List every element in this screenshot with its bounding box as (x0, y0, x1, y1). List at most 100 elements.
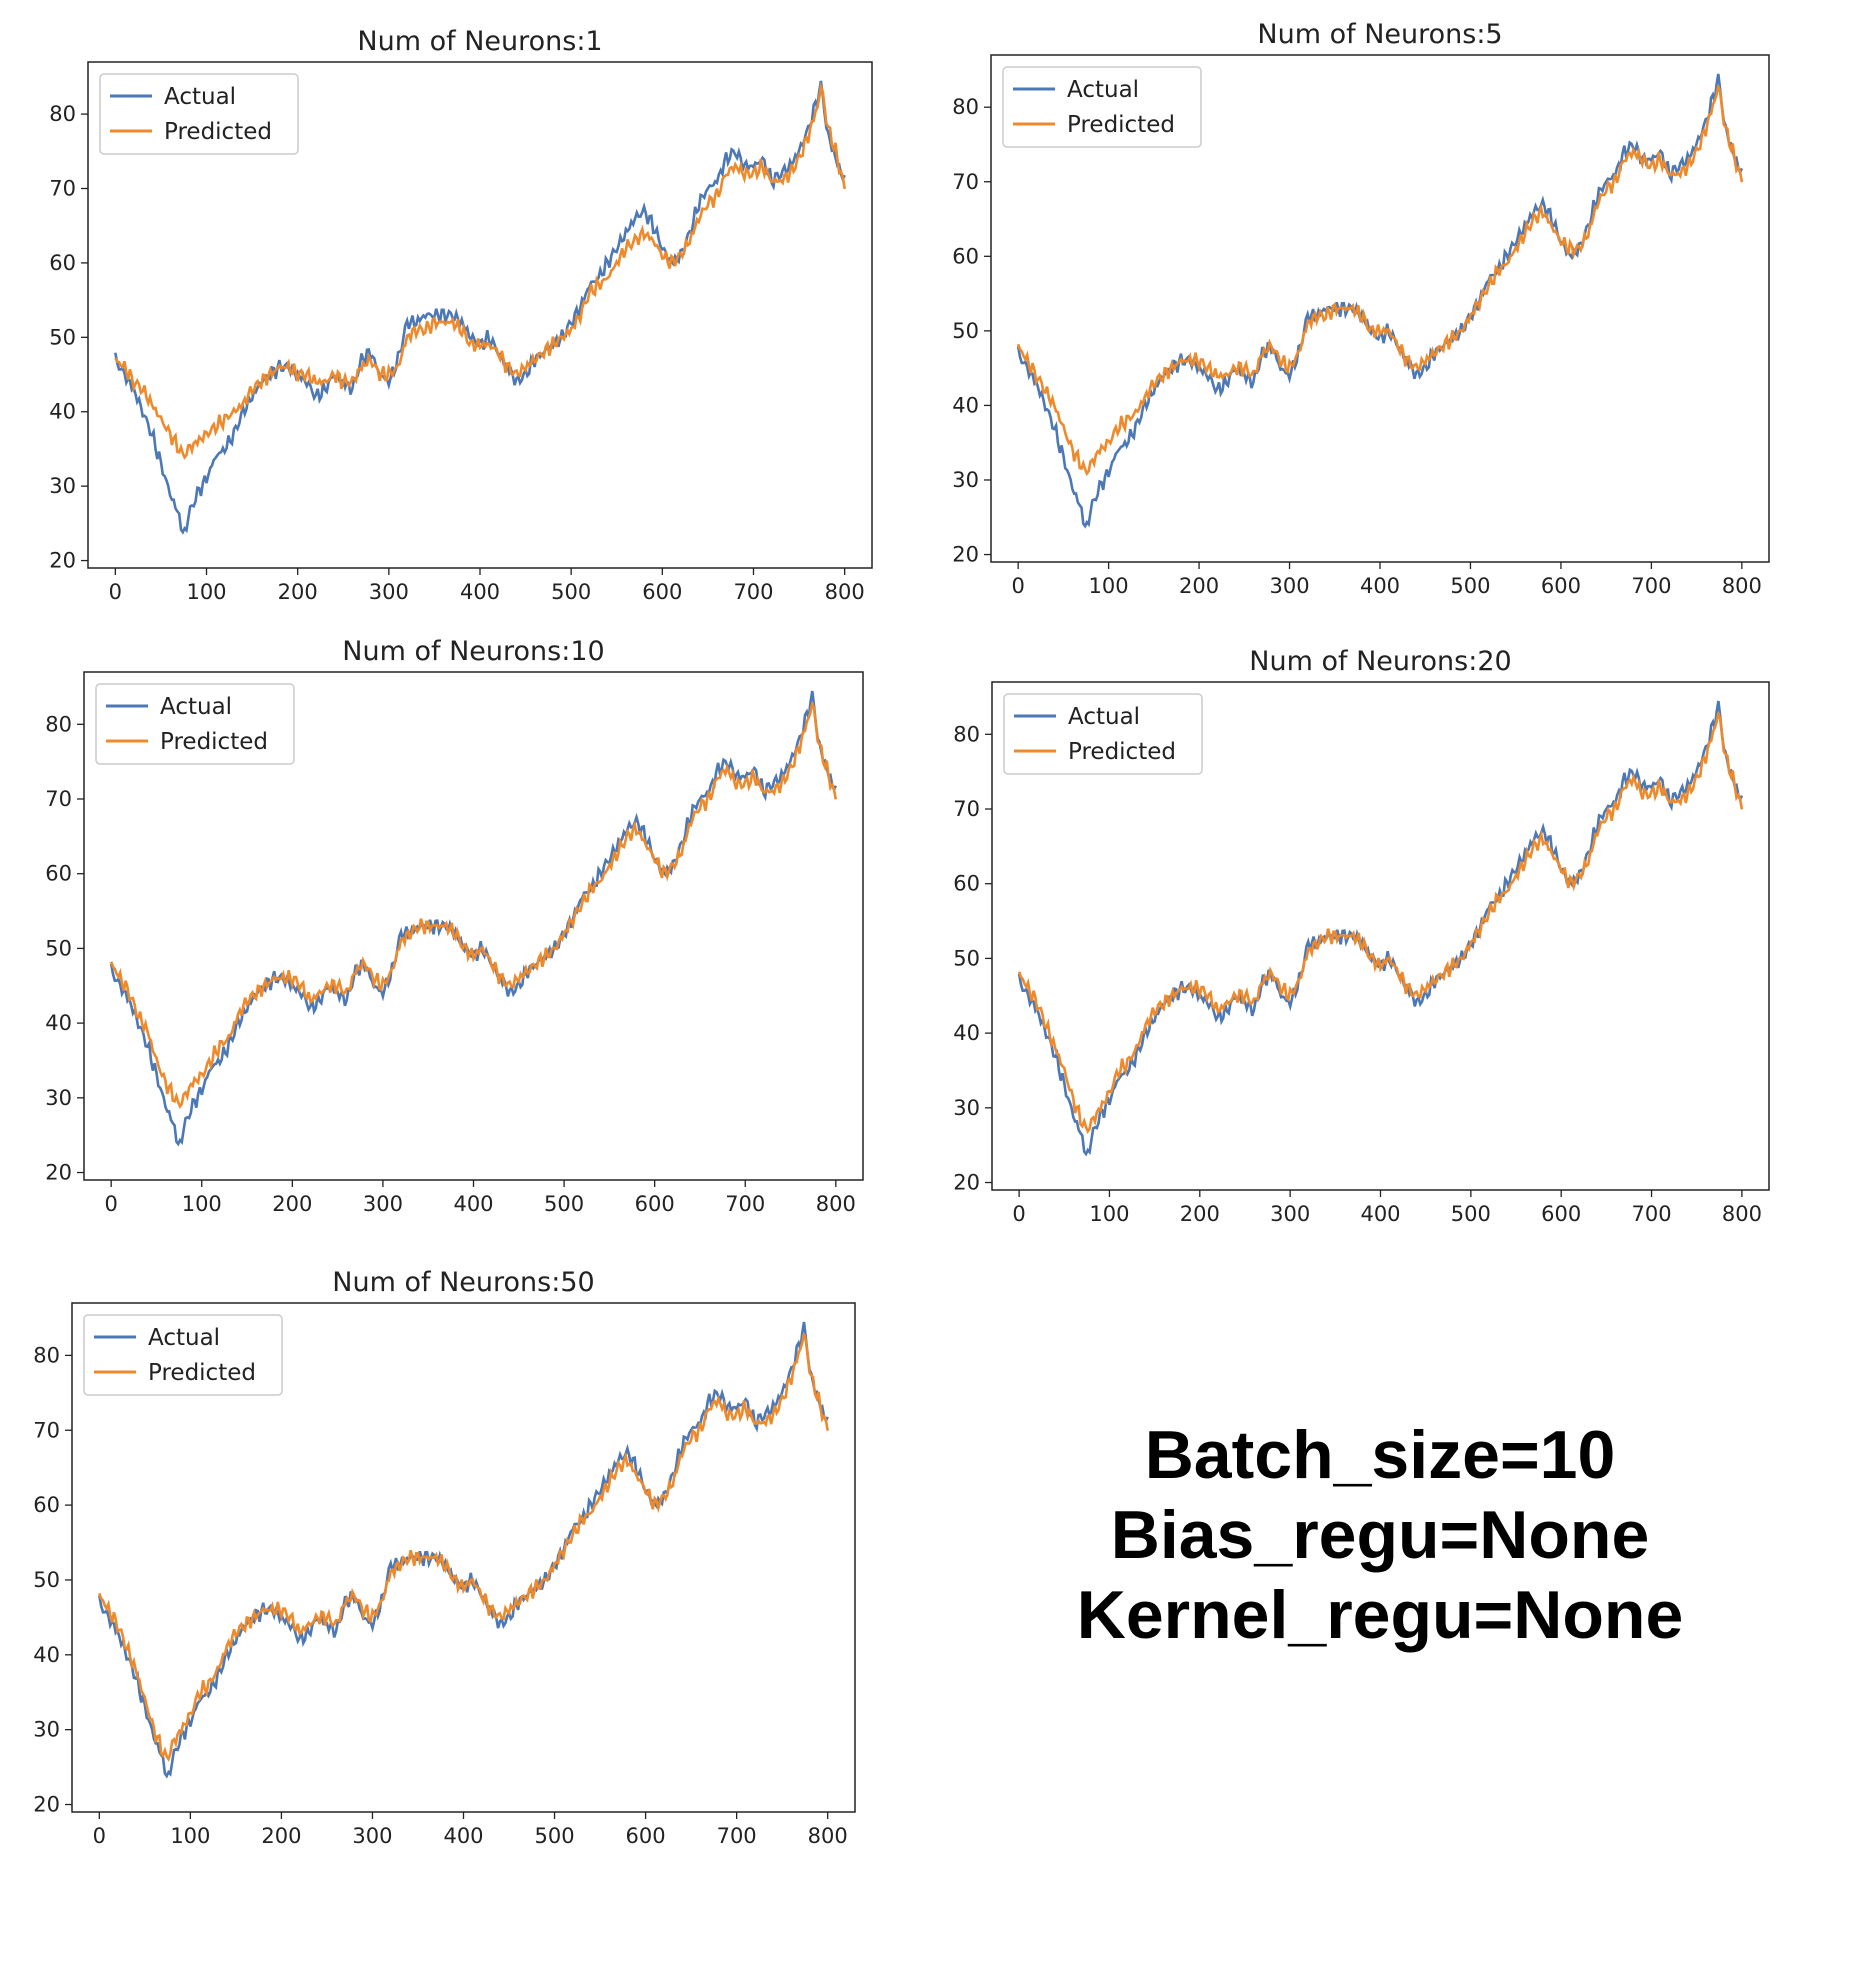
y-tick-label: 20 (953, 1171, 980, 1195)
y-tick-label: 70 (45, 787, 72, 811)
legend-box (83, 1314, 283, 1396)
x-tick-label: 100 (1089, 574, 1129, 598)
x-tick-label: 100 (170, 1824, 210, 1848)
y-tick-label: 30 (33, 1718, 60, 1742)
x-tick-label: 0 (1012, 1202, 1025, 1226)
x-tick-label: 200 (1179, 574, 1219, 598)
legend-label-predicted: Predicted (160, 729, 268, 755)
chart-title: Num of Neurons:5 (1257, 19, 1502, 50)
x-tick-label: 500 (1450, 574, 1490, 598)
legend-box (99, 73, 299, 155)
x-tick-label: 800 (1722, 574, 1762, 598)
x-tick-label: 800 (808, 1824, 848, 1848)
chart-panel-neurons-10: Num of Neurons:10 0 100 200 300 400 500 600 700 8… (0, 620, 900, 1240)
y-tick-label: 70 (49, 177, 76, 201)
y-tick-label: 50 (49, 325, 76, 349)
y-tick-label: 30 (952, 468, 979, 492)
x-tick-label: 0 (1011, 574, 1024, 598)
y-tick-label: 50 (33, 1568, 60, 1592)
legend-label-predicted: Predicted (164, 119, 272, 145)
legend-box (1002, 66, 1202, 148)
y-tick-label: 20 (49, 549, 76, 573)
x-tick-label: 100 (1089, 1202, 1129, 1226)
x-tick-label: 200 (1180, 1202, 1220, 1226)
y-tick-label: 50 (953, 946, 980, 970)
x-tick-label: 700 (725, 1192, 765, 1216)
x-tick-label: 800 (1722, 1202, 1762, 1226)
y-tick-label: 80 (952, 95, 979, 119)
x-tick-label: 800 (825, 580, 865, 604)
x-tick-label: 400 (1360, 574, 1400, 598)
chart-svg: Num of Neurons:5 0 100 200 300 400 500 600 700 80… (952, 19, 1770, 598)
y-tick-label: 80 (49, 102, 76, 126)
legend-box (1003, 693, 1203, 775)
y-tick-label: 80 (953, 722, 980, 746)
chart-svg: Num of Neurons:50 0 100 200 300 400 500 600 700 8… (33, 1267, 856, 1848)
x-tick-label: 300 (369, 580, 409, 604)
legend-label-actual: Actual (1067, 77, 1139, 103)
chart-svg: Num of Neurons:10 0 100 200 300 400 500 600 700 8… (45, 636, 864, 1216)
y-tick-label: 60 (49, 251, 76, 275)
x-tick-label: 600 (642, 580, 682, 604)
y-tick-label: 20 (45, 1161, 72, 1185)
legend-box (95, 683, 295, 765)
x-tick-label: 500 (551, 580, 591, 604)
y-tick-label: 40 (49, 400, 76, 424)
batch-size-label: Batch_size=10 (1144, 1417, 1616, 1493)
y-tick-label: 20 (33, 1793, 60, 1817)
y-tick-label: 40 (33, 1643, 60, 1667)
chart-panel-neurons-50: Num of Neurons:50 0 100 200 300 400 500 600 700 8… (0, 1240, 900, 1860)
x-tick-label: 700 (733, 580, 773, 604)
x-tick-label: 600 (635, 1192, 675, 1216)
x-tick-label: 400 (453, 1192, 493, 1216)
series-line-predicted (109, 702, 838, 1109)
x-tick-label: 0 (109, 580, 122, 604)
chart-svg: Num of Neurons:1 0 100 200 300 400 500 600 700 80… (49, 26, 873, 604)
legend-label-actual: Actual (164, 84, 236, 110)
series-line-predicted (1017, 712, 1744, 1134)
chart-panel-neurons-5: Num of Neurons:5 0 100 200 300 400 500 600 700 80… (900, 0, 1859, 620)
x-tick-label: 200 (278, 580, 318, 604)
x-tick-label: 400 (460, 580, 500, 604)
x-tick-label: 800 (816, 1192, 856, 1216)
x-tick-label: 0 (104, 1192, 117, 1216)
x-tick-label: 200 (261, 1824, 301, 1848)
x-tick-label: 500 (1451, 1202, 1491, 1226)
y-tick-label: 70 (33, 1418, 60, 1442)
y-tick-label: 50 (952, 319, 979, 343)
x-tick-label: 300 (352, 1824, 392, 1848)
y-tick-label: 30 (45, 1086, 72, 1110)
chart-panel-neurons-20: Num of Neurons:20 0 100 200 300 400 500 600 700 8… (900, 620, 1859, 1240)
chart-title: Num of Neurons:10 (342, 636, 604, 667)
x-tick-label: 300 (363, 1192, 403, 1216)
y-tick-label: 40 (45, 1011, 72, 1035)
legend-label-predicted: Predicted (1067, 112, 1175, 138)
x-tick-label: 0 (93, 1824, 106, 1848)
y-tick-label: 20 (952, 543, 979, 567)
x-tick-label: 500 (544, 1192, 584, 1216)
legend-label-predicted: Predicted (148, 1360, 256, 1386)
chart-svg: Num of Neurons:20 0 100 200 300 400 500 600 700 8… (953, 646, 1770, 1226)
x-tick-label: 200 (272, 1192, 312, 1216)
chart-title: Num of Neurons:20 (1249, 646, 1511, 677)
x-tick-label: 300 (1269, 574, 1309, 598)
x-tick-label: 400 (443, 1824, 483, 1848)
x-tick-label: 600 (1541, 1202, 1581, 1226)
y-tick-label: 80 (45, 712, 72, 736)
x-tick-label: 600 (1541, 574, 1581, 598)
y-tick-label: 60 (45, 862, 72, 886)
legend-label-actual: Actual (160, 694, 232, 720)
x-tick-label: 100 (186, 580, 226, 604)
x-tick-label: 700 (717, 1824, 757, 1848)
y-tick-label: 40 (952, 393, 979, 417)
legend-label-predicted: Predicted (1068, 739, 1176, 765)
hyperparameter-annotation: Batch_size=10 Bias_regu=None Kernel_regu… (1030, 1415, 1730, 1655)
series-line-predicted (98, 1333, 829, 1763)
x-tick-label: 100 (182, 1192, 222, 1216)
legend-label-actual: Actual (148, 1325, 220, 1351)
y-tick-label: 50 (45, 936, 72, 960)
y-tick-label: 70 (952, 170, 979, 194)
y-tick-label: 80 (33, 1343, 60, 1367)
y-tick-label: 30 (49, 474, 76, 498)
chart-title: Num of Neurons:50 (332, 1267, 594, 1298)
